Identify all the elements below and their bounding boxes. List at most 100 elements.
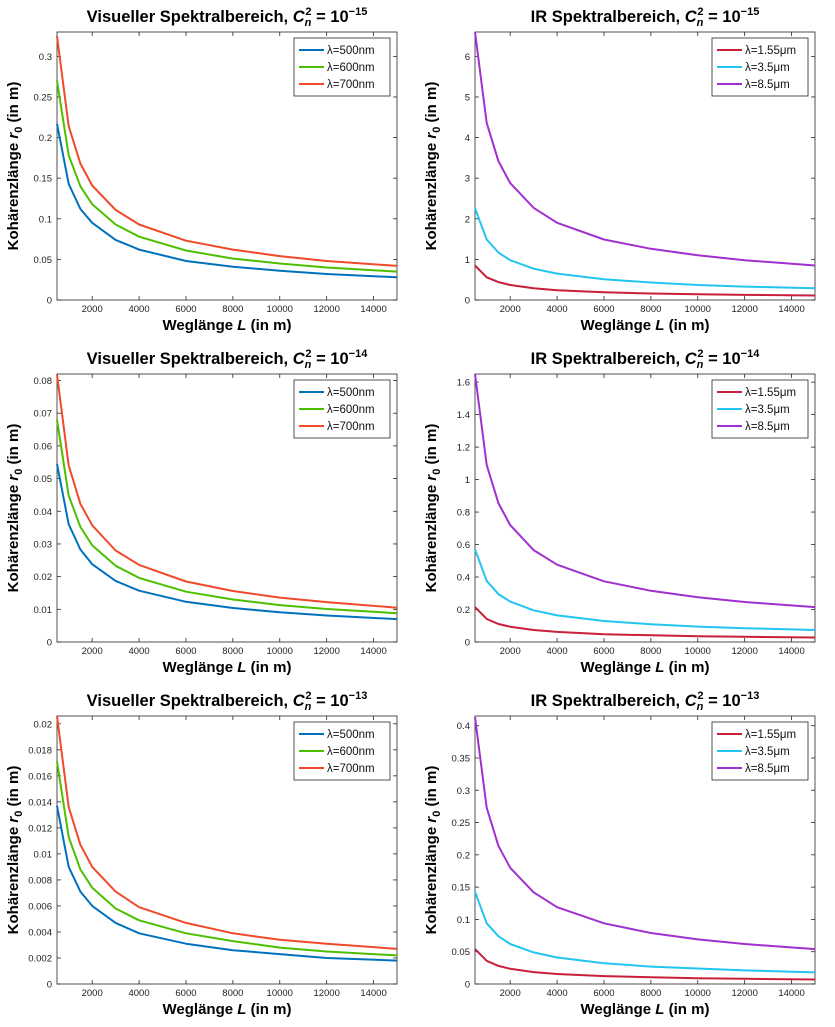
- x-tick-label: 14000: [778, 646, 804, 657]
- x-tick-label: 8000: [222, 304, 243, 315]
- series-line-3: [474, 31, 816, 267]
- y-tick-label: 0.15: [34, 174, 53, 185]
- y-tick-label: 0.05: [34, 474, 53, 485]
- x-tick-label: 14000: [778, 304, 804, 315]
- x-tick-label: 4000: [546, 988, 567, 999]
- y-tick-label: 0.014: [28, 797, 52, 808]
- x-tick-label: 10000: [685, 646, 711, 657]
- x-axis-label: Weglänge L (in m): [163, 1001, 292, 1018]
- legend-label-1: λ=500nm: [327, 387, 375, 399]
- y-tick-label: 0.07: [34, 409, 53, 420]
- y-axis-label: Kohärenzlänge r0 (in m): [5, 766, 25, 935]
- y-tick-label: 0.05: [452, 947, 471, 958]
- legend-label-1: λ=1.55μm: [745, 729, 796, 741]
- y-tick-label: 0.1: [39, 214, 52, 225]
- chart-title: IR Spektralbereich, Cn2 = 10−15: [531, 6, 760, 29]
- legend-label-3: λ=700nm: [327, 79, 375, 91]
- y-tick-label: 6: [465, 52, 470, 63]
- y-tick-label: 0.25: [452, 818, 471, 829]
- y-tick-label: 0.3: [457, 786, 470, 797]
- x-tick-label: 8000: [222, 988, 243, 999]
- x-axis-label: Weglänge L (in m): [581, 317, 710, 334]
- y-tick-label: 1: [465, 475, 470, 486]
- x-tick-label: 10000: [267, 304, 293, 315]
- y-tick-label: 0.4: [457, 573, 470, 584]
- series-line-3: [474, 717, 816, 951]
- legend-label-2: λ=600nm: [327, 746, 375, 758]
- y-tick-label: 0: [465, 638, 470, 649]
- y-tick-label: 0.006: [28, 901, 52, 912]
- series-line-3: [474, 373, 816, 609]
- y-tick-label: 0.02: [34, 572, 53, 583]
- chart-svg-6: IR Spektralbereich, Cn2 = 10−13 2000 4000 6…: [423, 690, 816, 1018]
- y-tick-label: 0.4: [457, 721, 470, 732]
- chart-panel-2: IR Spektralbereich, Cn2 = 10−15 2000 4000 6…: [418, 0, 833, 342]
- chart-title: IR Spektralbereich, Cn2 = 10−14: [531, 348, 761, 371]
- chart-title: IR Spektralbereich, Cn2 = 10−13: [531, 690, 760, 713]
- series-line-2: [474, 891, 816, 974]
- x-axis-label: Weglänge L (in m): [163, 659, 292, 676]
- legend-box: [293, 37, 391, 97]
- x-tick-label: 8000: [222, 646, 243, 657]
- y-tick-label: 0.1: [457, 915, 470, 926]
- chart-panel-4: IR Spektralbereich, Cn2 = 10−14 2000 4000 6…: [418, 342, 833, 684]
- legend-label-3: λ=8.5μm: [745, 763, 790, 775]
- legend-label-2: λ=3.5μm: [745, 746, 790, 758]
- x-tick-label: 12000: [731, 646, 757, 657]
- x-tick-label: 14000: [360, 988, 386, 999]
- chart-svg-1: Visueller Spektralbereich, Cn2 = 10−15 20…: [5, 6, 398, 334]
- legend-label-2: λ=600nm: [327, 404, 375, 416]
- series-line-2: [474, 207, 816, 290]
- y-tick-label: 0.25: [34, 92, 53, 103]
- legend-label-1: λ=500nm: [327, 45, 375, 57]
- x-tick-label: 10000: [685, 988, 711, 999]
- x-tick-label: 12000: [313, 646, 339, 657]
- chart-svg-3: Visueller Spektralbereich, Cn2 = 10−14 20…: [5, 348, 398, 676]
- x-tick-label: 2000: [82, 988, 103, 999]
- y-axis-label: Kohärenzlänge r0 (in m): [423, 766, 443, 935]
- x-tick-label: 6000: [593, 988, 614, 999]
- chart-panel-1: Visueller Spektralbereich, Cn2 = 10−15 20…: [0, 0, 415, 342]
- y-tick-label: 5: [465, 92, 470, 103]
- legend-label-1: λ=1.55μm: [745, 45, 796, 57]
- x-axis-label: Weglänge L (in m): [581, 659, 710, 676]
- series-line-1: [56, 463, 398, 621]
- x-tick-label: 2000: [82, 304, 103, 315]
- y-tick-label: 0.01: [34, 849, 53, 860]
- y-tick-label: 0.8: [457, 508, 470, 519]
- x-tick-label: 14000: [778, 988, 804, 999]
- chart-svg-5: Visueller Spektralbereich, Cn2 = 10−13 20…: [5, 690, 398, 1018]
- x-axis-label: Weglänge L (in m): [163, 317, 292, 334]
- y-tick-label: 0: [465, 296, 470, 307]
- chart-svg-4: IR Spektralbereich, Cn2 = 10−14 2000 4000 6…: [423, 348, 816, 676]
- x-tick-label: 8000: [640, 988, 661, 999]
- chart-panel-6: IR Spektralbereich, Cn2 = 10−13 2000 4000 6…: [418, 684, 833, 1026]
- legend-box: [711, 379, 809, 439]
- x-tick-label: 4000: [128, 646, 149, 657]
- y-tick-label: 0: [47, 980, 52, 991]
- x-tick-label: 8000: [640, 304, 661, 315]
- x-tick-label: 6000: [593, 646, 614, 657]
- x-tick-label: 10000: [267, 646, 293, 657]
- y-tick-label: 4: [465, 133, 470, 144]
- series-line-2: [56, 761, 398, 957]
- series-line-1: [56, 123, 398, 279]
- legend-label-1: λ=1.55μm: [745, 387, 796, 399]
- y-tick-label: 0.004: [28, 927, 52, 938]
- legend-label-3: λ=700nm: [327, 421, 375, 433]
- y-tick-label: 1.2: [457, 443, 470, 454]
- chart-svg-2: IR Spektralbereich, Cn2 = 10−15 2000 4000 6…: [423, 6, 816, 334]
- legend: λ=500nm λ=600nm λ=700nm: [293, 37, 391, 97]
- x-tick-label: 12000: [313, 988, 339, 999]
- y-tick-label: 0.3: [39, 52, 52, 63]
- x-tick-label: 6000: [175, 646, 196, 657]
- y-tick-label: 0.2: [457, 850, 470, 861]
- chart-panel-3: Visueller Spektralbereich, Cn2 = 10−14 20…: [0, 342, 415, 684]
- y-tick-label: 0.02: [34, 719, 53, 730]
- legend: λ=500nm λ=600nm λ=700nm: [293, 379, 391, 439]
- legend: λ=1.55μm λ=3.5μm λ=8.5μm: [711, 721, 809, 781]
- y-tick-label: 0.012: [28, 823, 52, 834]
- legend-label-2: λ=600nm: [327, 62, 375, 74]
- y-tick-label: 0.08: [34, 376, 53, 387]
- series-line-1: [474, 948, 816, 981]
